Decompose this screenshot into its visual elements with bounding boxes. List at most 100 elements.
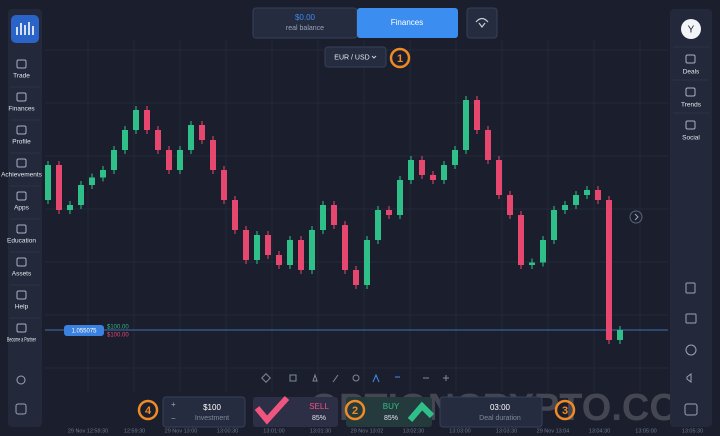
buy-payout: 85% [384, 415, 398, 422]
candle [617, 330, 623, 340]
menu-label[interactable]: Deals [683, 69, 700, 76]
help-icon[interactable] [685, 344, 697, 356]
finances-button[interactable] [357, 8, 458, 38]
menu-icon[interactable] [685, 87, 696, 97]
candle [529, 262, 535, 265]
candle [463, 100, 469, 150]
avatar[interactable] [681, 19, 701, 39]
menu-label[interactable]: Assets [12, 271, 32, 278]
annotation-circle [137, 399, 159, 421]
candle [78, 185, 84, 205]
balance: $0.00 [295, 13, 316, 22]
candle [408, 160, 414, 180]
candle [474, 100, 480, 130]
chart-grid [45, 40, 668, 392]
candle [254, 235, 260, 260]
candle [540, 240, 546, 263]
candle [122, 130, 128, 150]
candle [287, 240, 293, 265]
menu-icon[interactable] [685, 120, 696, 130]
price-tag [64, 325, 104, 336]
candle [518, 215, 524, 265]
collapse-icon[interactable] [15, 403, 27, 415]
candle [89, 177, 95, 185]
time-label: 13:02:30 [403, 428, 424, 434]
time-label: 13:03:00 [449, 428, 470, 434]
tool[interactable] [261, 373, 271, 383]
pair-selector[interactable] [324, 46, 387, 68]
annotation-number: 1 [397, 53, 403, 65]
time-label: 13:05:00 [635, 428, 656, 434]
tool[interactable] [352, 374, 360, 382]
sell-button[interactable] [253, 397, 338, 427]
menu-label[interactable]: Social [682, 135, 700, 142]
settings-icon[interactable] [16, 375, 26, 385]
candle [430, 175, 436, 180]
time-label: 12:59:30 [124, 428, 145, 434]
candle [45, 165, 51, 200]
sound-icon[interactable] [686, 373, 692, 383]
time-label: 13:01:30 [310, 428, 331, 434]
signal-icon [475, 17, 489, 28]
candle [177, 150, 183, 170]
menu-label[interactable]: Achievements [1, 172, 43, 179]
menu-icon[interactable] [16, 191, 27, 201]
tool[interactable] [289, 374, 297, 382]
menu-label[interactable]: Apps [14, 205, 30, 212]
time-label: 29 Nov 13:00 [165, 428, 198, 434]
scroll-arrow [634, 213, 639, 221]
tool[interactable] [312, 373, 318, 382]
investment-box[interactable] [162, 396, 246, 428]
menu-label[interactable]: Help [15, 304, 29, 311]
menu-icon[interactable] [16, 257, 27, 267]
menu-icon[interactable] [16, 92, 27, 102]
time-label: 29 Nov 12:58:30 [68, 428, 108, 434]
menu-icon[interactable] [16, 224, 27, 234]
menu-label[interactable]: Finances [8, 106, 35, 113]
signal-button[interactable] [466, 7, 498, 39]
menu-icon[interactable] [16, 125, 27, 135]
fullscreen-icon[interactable] [684, 403, 698, 416]
minus: − [171, 414, 176, 423]
time-label: 13:00:30 [217, 428, 238, 434]
tool[interactable] [332, 374, 339, 383]
finances-label: Finances [391, 18, 423, 27]
candle [67, 205, 73, 210]
drawing-toolbar [261, 373, 449, 383]
menu-label[interactable]: Become a Partner [7, 337, 36, 344]
menu-icon[interactable] [16, 290, 27, 300]
candle [353, 270, 359, 285]
menu-icon[interactable] [685, 54, 696, 64]
zoom[interactable] [423, 375, 449, 381]
tool[interactable] [372, 373, 380, 383]
candle [188, 125, 194, 150]
menu-label[interactable]: Education [7, 238, 36, 245]
left-menu: Trade Finances Profile Achievements Apps Educ… [1, 59, 43, 344]
menu-label[interactable]: Profile [12, 139, 31, 146]
buy-icon [407, 401, 435, 422]
sell-label: SELL [309, 402, 329, 411]
menu-label[interactable]: Trends [681, 102, 702, 109]
annotation-number: 2 [352, 405, 358, 417]
buy-tag: $100.00 [107, 325, 129, 331]
duration-box[interactable] [439, 396, 543, 428]
menu-icon[interactable] [16, 323, 27, 333]
menu-icon[interactable] [16, 59, 27, 69]
candle [320, 205, 326, 230]
menu-icon[interactable] [16, 158, 27, 168]
candle [276, 255, 282, 265]
menu-label[interactable]: Trade [13, 73, 30, 80]
candle [144, 110, 150, 130]
plus: + [171, 400, 176, 409]
chat-icon[interactable] [685, 313, 697, 324]
candle [375, 210, 381, 240]
logo-mark [16, 22, 34, 35]
time-label: 13:05:30 [682, 428, 703, 434]
candle [265, 235, 271, 255]
candle [298, 240, 304, 270]
scroll-button[interactable] [629, 210, 643, 224]
annotations: 1 2 3 4 [137, 47, 576, 421]
tool-icon[interactable] [685, 282, 696, 294]
candle [342, 225, 348, 270]
